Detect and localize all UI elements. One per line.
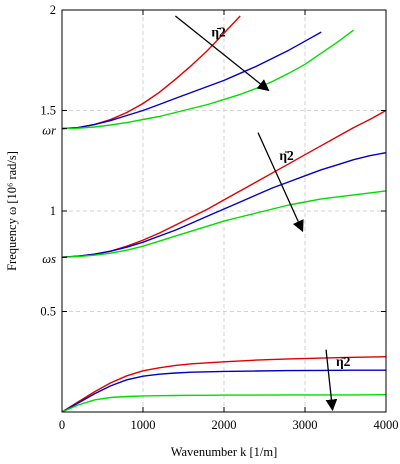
y-axis-title: Frequency ω [10⁶ rad/s] xyxy=(5,151,19,271)
tick-labels: 0 1000 2000 3000 4000 0.5 1 1.5 2 ωr ωs xyxy=(40,3,398,432)
series-line-upper xyxy=(62,31,322,130)
annotation-arrow xyxy=(325,349,338,412)
y-special-tick-label: ωs xyxy=(42,252,56,266)
series-lines xyxy=(62,15,386,412)
y-tick-label: 1.5 xyxy=(40,104,56,118)
series-line-upper xyxy=(62,29,355,130)
y-special-tick-label: ωr xyxy=(42,124,56,138)
series-line-lower xyxy=(62,394,386,412)
annotation-label: η̄2 xyxy=(211,24,226,39)
x-tick-label: 0 xyxy=(59,418,65,432)
x-axis-title: Wavenumber k [1/m] xyxy=(171,445,278,459)
annotations: η̄2 η̄2 η̄2 xyxy=(174,15,351,412)
annotation-arrow xyxy=(174,15,270,92)
ticks xyxy=(61,9,387,412)
y-tick-label: 2 xyxy=(50,3,56,17)
x-tick-label: 2000 xyxy=(212,418,237,432)
series-line-lower xyxy=(62,356,386,412)
x-tick-label: 1000 xyxy=(131,418,156,432)
x-tick-label: 4000 xyxy=(374,418,399,432)
y-tick-label: 0.5 xyxy=(40,305,56,319)
series-line-middle xyxy=(62,152,386,258)
series-line-lower xyxy=(62,369,386,412)
x-tick-label: 3000 xyxy=(293,418,318,432)
annotation-label: η̄2 xyxy=(279,148,294,163)
annotation-arrow xyxy=(257,132,304,233)
series-line-middle xyxy=(62,190,386,258)
y-tick-label: 1 xyxy=(50,204,56,218)
annotation-label: η̄2 xyxy=(336,354,351,369)
grid xyxy=(62,10,386,412)
